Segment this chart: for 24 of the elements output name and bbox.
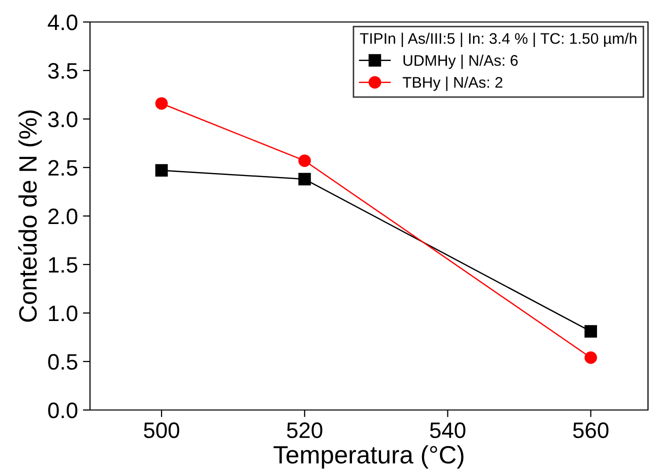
y-tick-label: 1.5 xyxy=(49,257,78,273)
x-axis-title: Temperatura (°C) xyxy=(274,445,464,469)
point xyxy=(298,172,311,186)
x-tick-label: 520 xyxy=(286,422,322,438)
y-tick-label: 2.0 xyxy=(48,208,78,224)
y-tick-label: 0.5 xyxy=(48,354,78,370)
point xyxy=(584,325,598,338)
x-tick-label: 500 xyxy=(144,422,180,438)
y-tick-label: 1.0 xyxy=(49,306,78,322)
y-axis-title: Conteúdo de N (%) xyxy=(18,110,42,322)
x-tick-label: 540 xyxy=(430,422,466,438)
point xyxy=(155,164,168,177)
legend-title: TIPIn | As/III:5 | In: 3.4 % | TC: 1.50 µm/h xyxy=(360,32,636,48)
point xyxy=(298,154,311,167)
y-tick-label: 2.5 xyxy=(48,160,78,176)
x-tick-label: 560 xyxy=(573,422,608,438)
y-tick-label: 4.0 xyxy=(48,14,78,30)
point xyxy=(155,97,168,110)
legend-label: UDMHy | N/As: 6 xyxy=(404,54,518,69)
y-tick-label: 0.0 xyxy=(48,402,78,418)
y-tick-label: 3.0 xyxy=(48,112,78,128)
legend-label: TBHy | N/As: 2 xyxy=(402,76,502,91)
point xyxy=(584,351,598,364)
y-tick-label: 3.5 xyxy=(48,63,78,79)
